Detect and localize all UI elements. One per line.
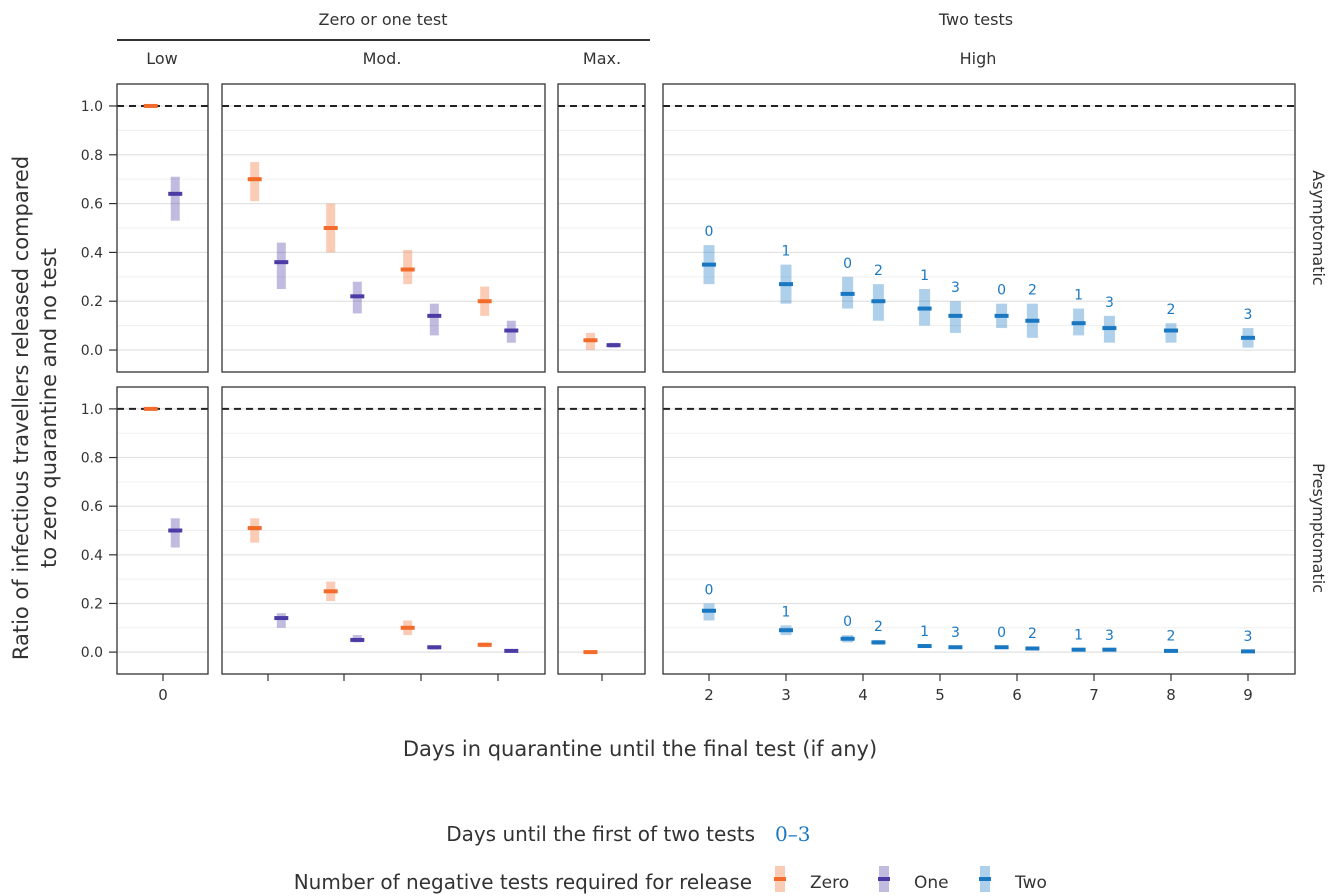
panel-border [221, 386, 546, 675]
x-tick-label: 3 [781, 686, 791, 704]
interval-bar-zero [250, 162, 260, 202]
row-label-presymptomatic: Presymptomatic [1309, 463, 1328, 593]
interval-bar-one [170, 176, 180, 221]
panel-border [116, 83, 209, 373]
first-test-day-label: 0 [997, 625, 1006, 641]
y-tick-label: 0.6 [81, 499, 103, 515]
y-tick-label: 0.0 [81, 343, 103, 359]
legend-first-test-title: Days until the first of two tests [446, 822, 755, 846]
y-tick-label: 0.2 [81, 294, 103, 310]
first-test-day-label: 1 [782, 244, 791, 260]
interval-bar-one [276, 613, 286, 628]
first-test-day-label: 2 [1028, 283, 1037, 299]
interval-bar-one [429, 303, 439, 336]
interval-bar-zero [403, 249, 413, 285]
legend: Days until the first of two tests 0–3 Nu… [294, 822, 1047, 894]
panel-border [662, 83, 1296, 373]
y-axis-title-line2: to zero quarantine and no test [37, 248, 61, 568]
group-header-zero-or-one: Zero or one test [319, 10, 448, 29]
interval-bar-zero [250, 518, 260, 543]
first-test-day-label: 0 [705, 582, 714, 598]
first-test-day-label: 0 [705, 224, 714, 240]
x-tick-label: 0 [158, 686, 168, 704]
x-tick-label: 7 [1089, 686, 1099, 704]
x-axis-title: Days in quarantine until the final test … [403, 737, 877, 761]
group-header-two-tests: Two tests [938, 10, 1013, 29]
first-test-day-label: 3 [951, 625, 960, 641]
x-tick-label: 6 [1012, 686, 1022, 704]
legend-label-one: One [914, 873, 949, 893]
interval-bar-one [276, 242, 286, 290]
strip-label-max: Max. [583, 49, 621, 68]
panel-border [221, 83, 546, 373]
plot-layer: 0.0 0.2 0.4 0.6 0.8 1.0 0 1 0 2 1 3 0 2 1 3 2 3 0.0 0.2 0.4 0… [81, 83, 1296, 704]
first-test-day-label: 0 [997, 283, 1006, 299]
interval-bar-two [1165, 323, 1177, 343]
first-test-day-label: 2 [874, 263, 883, 279]
first-test-day-label: 0 [843, 614, 852, 630]
first-test-day-label: 1 [920, 624, 929, 640]
legend-neg-tests-title: Number of negative tests required for re… [294, 870, 752, 894]
legend-first-test-range: 0–3 [775, 822, 810, 846]
legend-label-zero: Zero [810, 873, 849, 893]
legend-label-two: Two [1014, 873, 1047, 893]
strip-label-low: Low [146, 49, 178, 68]
y-tick-label: 0.8 [81, 148, 103, 164]
first-test-day-label: 1 [1074, 288, 1083, 304]
strip-label-high: High [960, 49, 997, 68]
y-tick-label: 0.4 [81, 548, 103, 564]
row-label-asymptomatic: Asymptomatic [1309, 170, 1328, 285]
interval-bar-one [170, 518, 180, 548]
first-test-day-label: 0 [843, 256, 852, 272]
y-tick-label: 0.6 [81, 197, 103, 213]
first-test-day-label: 3 [1244, 629, 1253, 645]
x-tick-label: 9 [1243, 686, 1253, 704]
y-tick-label: 1.0 [81, 402, 103, 418]
first-test-day-label: 3 [1105, 628, 1114, 644]
y-tick-label: 0.8 [81, 451, 103, 467]
first-test-day-label: 2 [1167, 629, 1176, 645]
panel-border [662, 386, 1296, 675]
legend-keys: Zero One Two [774, 866, 1047, 893]
first-test-day-label: 1 [782, 604, 791, 620]
first-test-day-label: 2 [1028, 626, 1037, 642]
first-test-day-label: 2 [1167, 302, 1176, 318]
first-test-day-label: 1 [1074, 627, 1083, 643]
y-tick-label: 1.0 [81, 99, 103, 115]
first-test-day-label: 2 [874, 619, 883, 635]
first-test-day-label: 1 [920, 268, 929, 284]
x-tick-label: 8 [1166, 686, 1176, 704]
first-test-day-label: 3 [1244, 307, 1253, 323]
x-tick-label: 2 [704, 686, 714, 704]
y-tick-label: 0.0 [81, 645, 103, 661]
first-test-day-label: 3 [1105, 295, 1114, 311]
y-tick-label: 0.2 [81, 596, 103, 612]
x-tick-label: 5 [935, 686, 945, 704]
first-test-day-label: 3 [951, 280, 960, 296]
strip-label-mod: Mod. [363, 49, 402, 68]
y-axis-title-line1: Ratio of infectious travellers released … [9, 156, 33, 660]
x-tick-label: 4 [858, 686, 868, 704]
y-tick-label: 0.4 [81, 245, 103, 261]
panel-border [557, 83, 646, 373]
